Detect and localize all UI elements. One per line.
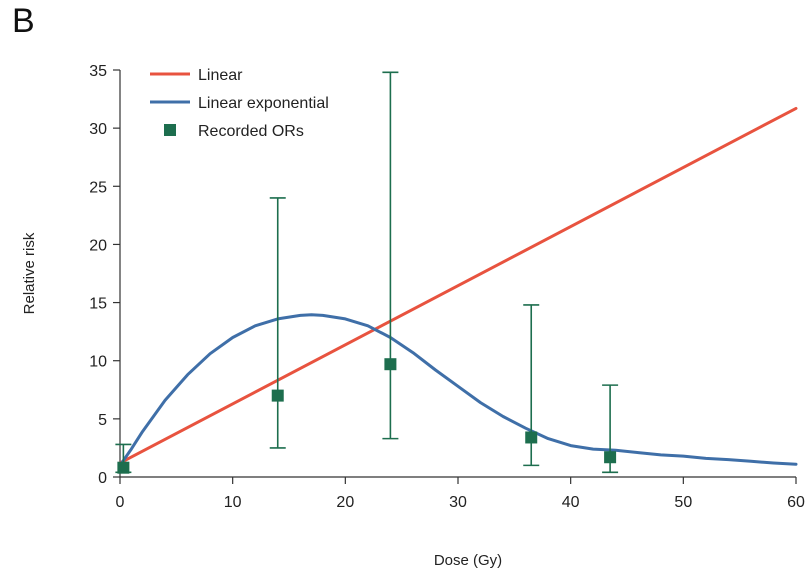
y-tick-label: 35 — [89, 63, 107, 80]
y-axis-title: Relative risk — [21, 232, 38, 314]
y-tick-label: 5 — [98, 412, 107, 429]
y-tick-label: 10 — [89, 354, 107, 371]
x-tick-label: 10 — [224, 494, 242, 511]
legend-label: Recorded ORs — [198, 123, 304, 140]
legend-label: Linear — [198, 67, 243, 84]
data-point — [271, 389, 284, 402]
data-point — [604, 451, 617, 464]
x-tick-label: 20 — [336, 494, 354, 511]
series-line — [118, 106, 798, 465]
axes: 0 5 10 15 20 25 30 35 0 10 20 30 40 50 60 — [89, 63, 805, 511]
y-tick-label: 25 — [89, 179, 107, 196]
data-point — [525, 431, 538, 444]
data-point — [384, 358, 397, 371]
x-axis-title: Dose (Gy) — [434, 552, 502, 569]
legend: Linear Linear exponential Recorded ORs — [150, 67, 329, 140]
legend-label: Linear exponential — [198, 95, 329, 112]
panel-label: B — [12, 2, 35, 40]
x-tick-label: 0 — [116, 494, 125, 511]
x-tick-label: 60 — [787, 494, 805, 511]
y-tick-label: 0 — [98, 470, 107, 487]
legend-swatch — [164, 124, 176, 136]
x-tick-label: 30 — [449, 494, 467, 511]
series-layer — [115, 71, 798, 474]
x-tick-label: 40 — [562, 494, 580, 511]
y-tick-label: 30 — [89, 121, 107, 138]
y-tick-label: 20 — [89, 237, 107, 254]
series-line — [118, 313, 798, 467]
y-tick-label: 15 — [89, 296, 107, 313]
x-tick-label: 50 — [674, 494, 692, 511]
data-point — [117, 461, 130, 474]
